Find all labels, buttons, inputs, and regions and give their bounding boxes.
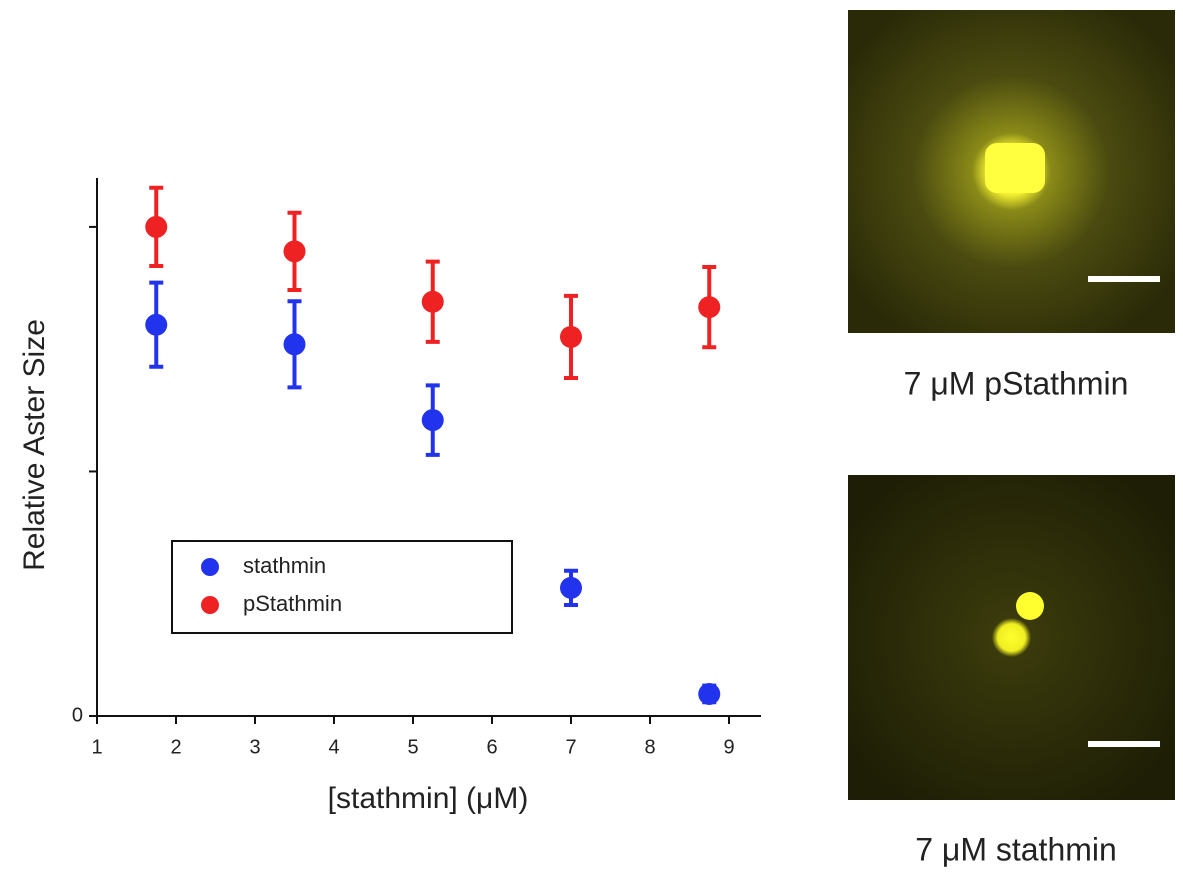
legend — [172, 541, 512, 633]
legend-marker — [201, 558, 219, 576]
data-point — [560, 577, 582, 599]
x-tick-label: 5 — [407, 736, 418, 758]
data-point — [145, 314, 167, 336]
figure: 7 μM pStathmin 7 μM stathmin Relative As… — [0, 0, 1183, 879]
scale-bar — [1088, 741, 1160, 747]
data-point — [284, 240, 306, 262]
x-tick-label: 7 — [565, 736, 576, 758]
data-point — [422, 409, 444, 431]
micrograph — [848, 475, 1175, 800]
y-tick-label: 0 — [72, 704, 83, 726]
data-point — [422, 291, 444, 313]
data-point — [560, 326, 582, 348]
x-tick-label: 2 — [170, 736, 181, 758]
legend-marker — [201, 596, 219, 614]
x-tick-label: 4 — [328, 736, 339, 758]
x-axis-label: [stathmin] (μM) — [328, 782, 529, 815]
legend-label: stathmin — [243, 553, 326, 578]
x-tick-label: 1 — [91, 736, 102, 758]
scale-bar — [1088, 276, 1160, 282]
data-point — [145, 216, 167, 238]
aster — [1016, 592, 1044, 620]
y-axis-label: Relative Aster Size — [18, 319, 51, 571]
aster — [985, 143, 1045, 193]
x-tick-label: 9 — [723, 736, 734, 758]
x-tick-label: 3 — [249, 736, 260, 758]
image-caption: 7 μM pStathmin — [904, 365, 1129, 401]
legend-label: pStathmin — [243, 591, 342, 616]
image-caption: 7 μM stathmin — [915, 831, 1117, 867]
data-point — [284, 333, 306, 355]
data-point — [698, 683, 720, 705]
data-point — [698, 296, 720, 318]
x-tick-label: 8 — [644, 736, 655, 758]
x-tick-label: 6 — [486, 736, 497, 758]
